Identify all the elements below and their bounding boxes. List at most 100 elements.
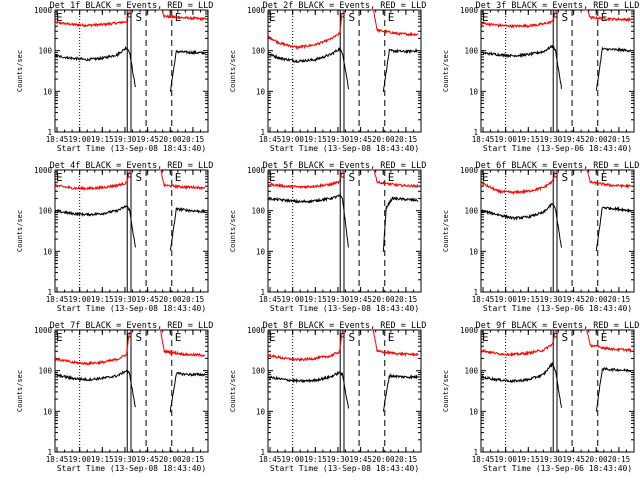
y-tick-label: 1 — [473, 288, 478, 297]
x-axis-label: Start Time (13-Sep-06 18:43:40) — [483, 464, 632, 473]
y-tick-label: 1 — [473, 448, 478, 457]
lld-series-line — [584, 330, 632, 354]
lld-series-line — [158, 170, 206, 191]
x-tick-label: 19:30 — [114, 135, 137, 144]
y-tick-label: 10 — [43, 247, 53, 256]
events-series-line — [595, 205, 632, 251]
marker-e-label: E — [175, 171, 182, 184]
x-tick-label: 19:15 — [517, 295, 540, 304]
y-tick-label: 1000 — [460, 6, 479, 15]
marker-f-label: F — [552, 11, 559, 24]
events-series-line — [268, 194, 349, 248]
x-tick-label: 19:30 — [540, 295, 563, 304]
lld-series-line — [481, 170, 556, 196]
events-series-line — [55, 45, 136, 88]
x-axis-label: Start Time (13-Sep-06 18:43:40) — [483, 304, 632, 313]
x-tick-label: 20:00 — [585, 295, 608, 304]
y-tick-label: 10 — [43, 407, 53, 416]
series-group — [55, 330, 206, 413]
panel-title: Det 6f BLACK = Events, RED = LLD — [476, 161, 640, 171]
marker-s-label: S — [136, 11, 143, 24]
x-tick-label: 19:30 — [327, 135, 350, 144]
x-tick-label: 19:15 — [91, 135, 114, 144]
panel-det-9: 1 10 100 1000 18:45 19:00 19:15 19:30 19:45 20:00… — [442, 321, 639, 473]
series-group — [268, 170, 419, 252]
lld-series-line — [481, 330, 556, 358]
panel-title: Det 2f BLACK = Events, RED = LLD — [263, 1, 427, 11]
y-tick-label: 100 — [38, 207, 52, 216]
x-tick-label: 19:30 — [540, 135, 563, 144]
events-series-line — [595, 46, 632, 91]
x-tick-label: 20:00 — [372, 135, 395, 144]
lld-series-line — [371, 10, 419, 37]
x-axis-label: Start Time (13-Sep-08 18:43:40) — [57, 144, 206, 153]
x-tick-label: 20:00 — [585, 135, 608, 144]
x-tick-label: 18:45 — [46, 295, 69, 304]
events-series-line — [481, 44, 562, 89]
x-tick-label: 20:00 — [159, 135, 182, 144]
events-series-line — [268, 47, 349, 90]
panel-det-5: 1 10 100 1000 18:45 19:00 19:15 19:30 19:45 20:00… — [229, 161, 426, 313]
events-series-line — [169, 371, 206, 413]
marker-e-label: E — [601, 171, 608, 184]
marker-e-label: E — [56, 171, 63, 184]
x-tick-label: 19:15 — [304, 135, 327, 144]
marker-f-label: F — [126, 11, 133, 24]
lld-series-line — [55, 170, 130, 191]
marker-e-label: E — [269, 11, 276, 24]
y-tick-label: 1000 — [34, 166, 53, 175]
y-axis-label: Counts/sec — [16, 370, 24, 412]
x-tick-label: 18:45 — [46, 135, 69, 144]
x-tick-label: 20:15 — [608, 455, 631, 464]
y-axis-label: Counts/sec — [16, 210, 24, 252]
x-tick-label: 20:00 — [372, 295, 395, 304]
series-group — [481, 330, 632, 412]
x-tick-label: 19:00 — [494, 455, 517, 464]
marker-s-label: S — [136, 331, 143, 344]
x-tick-label: 20:15 — [395, 295, 418, 304]
x-tick-label: 19:45 — [562, 295, 585, 304]
events-series-line — [595, 366, 632, 412]
lld-series-line — [55, 10, 130, 28]
plot-frame — [480, 329, 635, 453]
y-tick-label: 1000 — [460, 326, 479, 335]
x-tick-label: 18:45 — [472, 295, 495, 304]
panel-title: Det 9f BLACK = Events, RED = LLD — [476, 321, 640, 331]
events-series-line — [169, 49, 206, 92]
panel-det-7: 1 10 100 1000 18:45 19:00 19:15 19:30 19:45 20:00… — [16, 321, 213, 473]
marker-s-label: S — [562, 11, 569, 24]
x-tick-label: 19:15 — [517, 455, 540, 464]
panel-title: Det 5f BLACK = Events, RED = LLD — [263, 161, 427, 171]
y-tick-label: 100 — [464, 207, 478, 216]
marker-s-label: S — [562, 331, 569, 344]
events-series-line — [55, 369, 136, 408]
y-tick-label: 10 — [256, 87, 266, 96]
panel-det-6: 1 10 100 1000 18:45 19:00 19:15 19:30 19:45 20:00… — [442, 161, 639, 313]
y-axis-label: Counts/sec — [16, 50, 24, 92]
marker-e-label: E — [269, 331, 276, 344]
events-series-line — [382, 372, 419, 412]
x-tick-label: 19:15 — [91, 295, 114, 304]
y-tick-label: 10 — [256, 407, 266, 416]
lld-series-line — [371, 330, 419, 358]
marker-f-label: F — [552, 331, 559, 344]
x-tick-label: 18:45 — [46, 455, 69, 464]
x-tick-label: 19:45 — [136, 295, 159, 304]
y-tick-label: 1000 — [247, 326, 266, 335]
y-tick-label: 100 — [464, 47, 478, 56]
y-tick-label: 10 — [469, 87, 479, 96]
panel-det-2: 1 10 100 1000 18:45 19:00 19:15 19:30 19:45 20:00… — [229, 1, 426, 153]
x-tick-label: 19:45 — [349, 295, 372, 304]
events-series-line — [169, 207, 206, 251]
series-group — [481, 10, 632, 91]
x-axis-label: Start Time (13-Sep-08 18:43:40) — [270, 144, 419, 153]
x-tick-label: 18:45 — [259, 295, 282, 304]
x-tick-label: 20:15 — [182, 455, 205, 464]
x-tick-label: 19:45 — [349, 455, 372, 464]
y-tick-label: 1000 — [247, 6, 266, 15]
x-tick-label: 19:30 — [114, 455, 137, 464]
x-axis-label: Start Time (13-Sep-06 18:43:40) — [483, 144, 632, 153]
y-tick-label: 100 — [464, 367, 478, 376]
lld-series-line — [481, 10, 556, 29]
